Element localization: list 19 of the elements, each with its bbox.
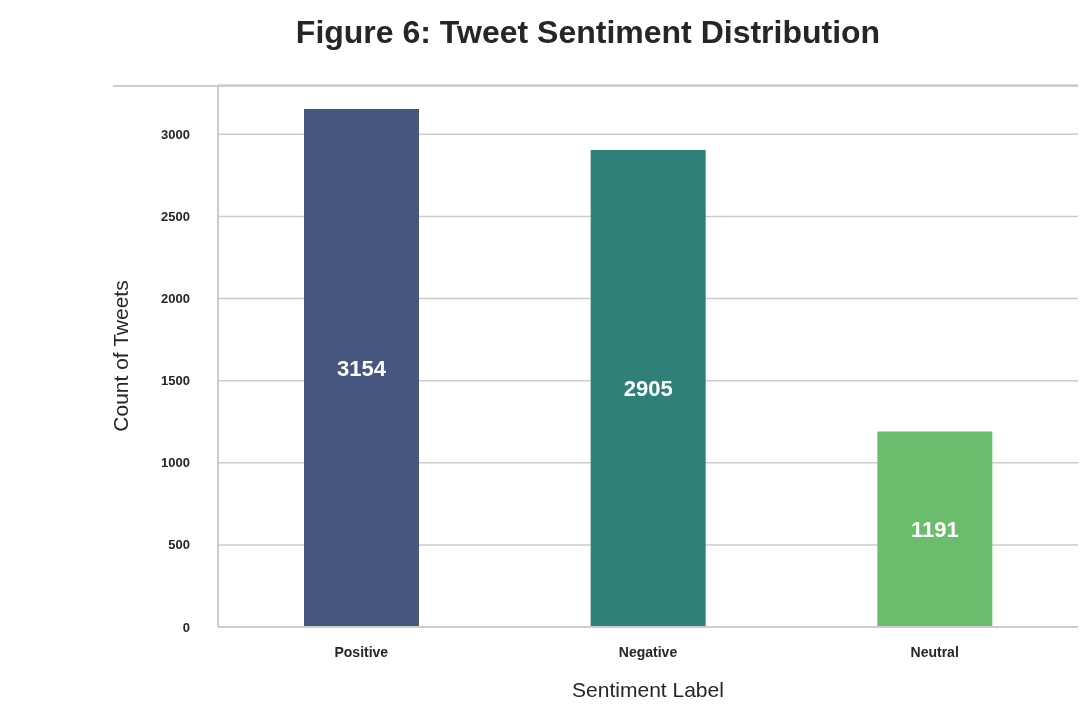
y-tick-label: 1000 (161, 455, 190, 471)
y-axis-title: Count of Tweets (109, 280, 133, 432)
y-tick-label: 2500 (161, 209, 190, 225)
y-tick-label: 2000 (161, 291, 190, 307)
data-label: 2905 (623, 376, 673, 402)
x-tick-label: Negative (618, 643, 678, 660)
x-axis-title: Sentiment Label (572, 678, 724, 701)
data-label: 1191 (910, 517, 959, 542)
bar (590, 149, 706, 627)
y-tick-label: 1500 (161, 373, 190, 389)
x-tick-label: Positive (334, 643, 389, 660)
bar (304, 108, 419, 627)
x-tick-label: Neutral (910, 643, 959, 660)
bar (877, 431, 993, 627)
y-tick-label: 0 (182, 619, 190, 635)
y-tick-label: 500 (168, 537, 190, 553)
data-label: 3154 (337, 355, 387, 381)
chart-title: Figure 6: Tweet Sentiment Distribution (294, 13, 882, 52)
y-tick-label: 3000 (161, 126, 190, 142)
